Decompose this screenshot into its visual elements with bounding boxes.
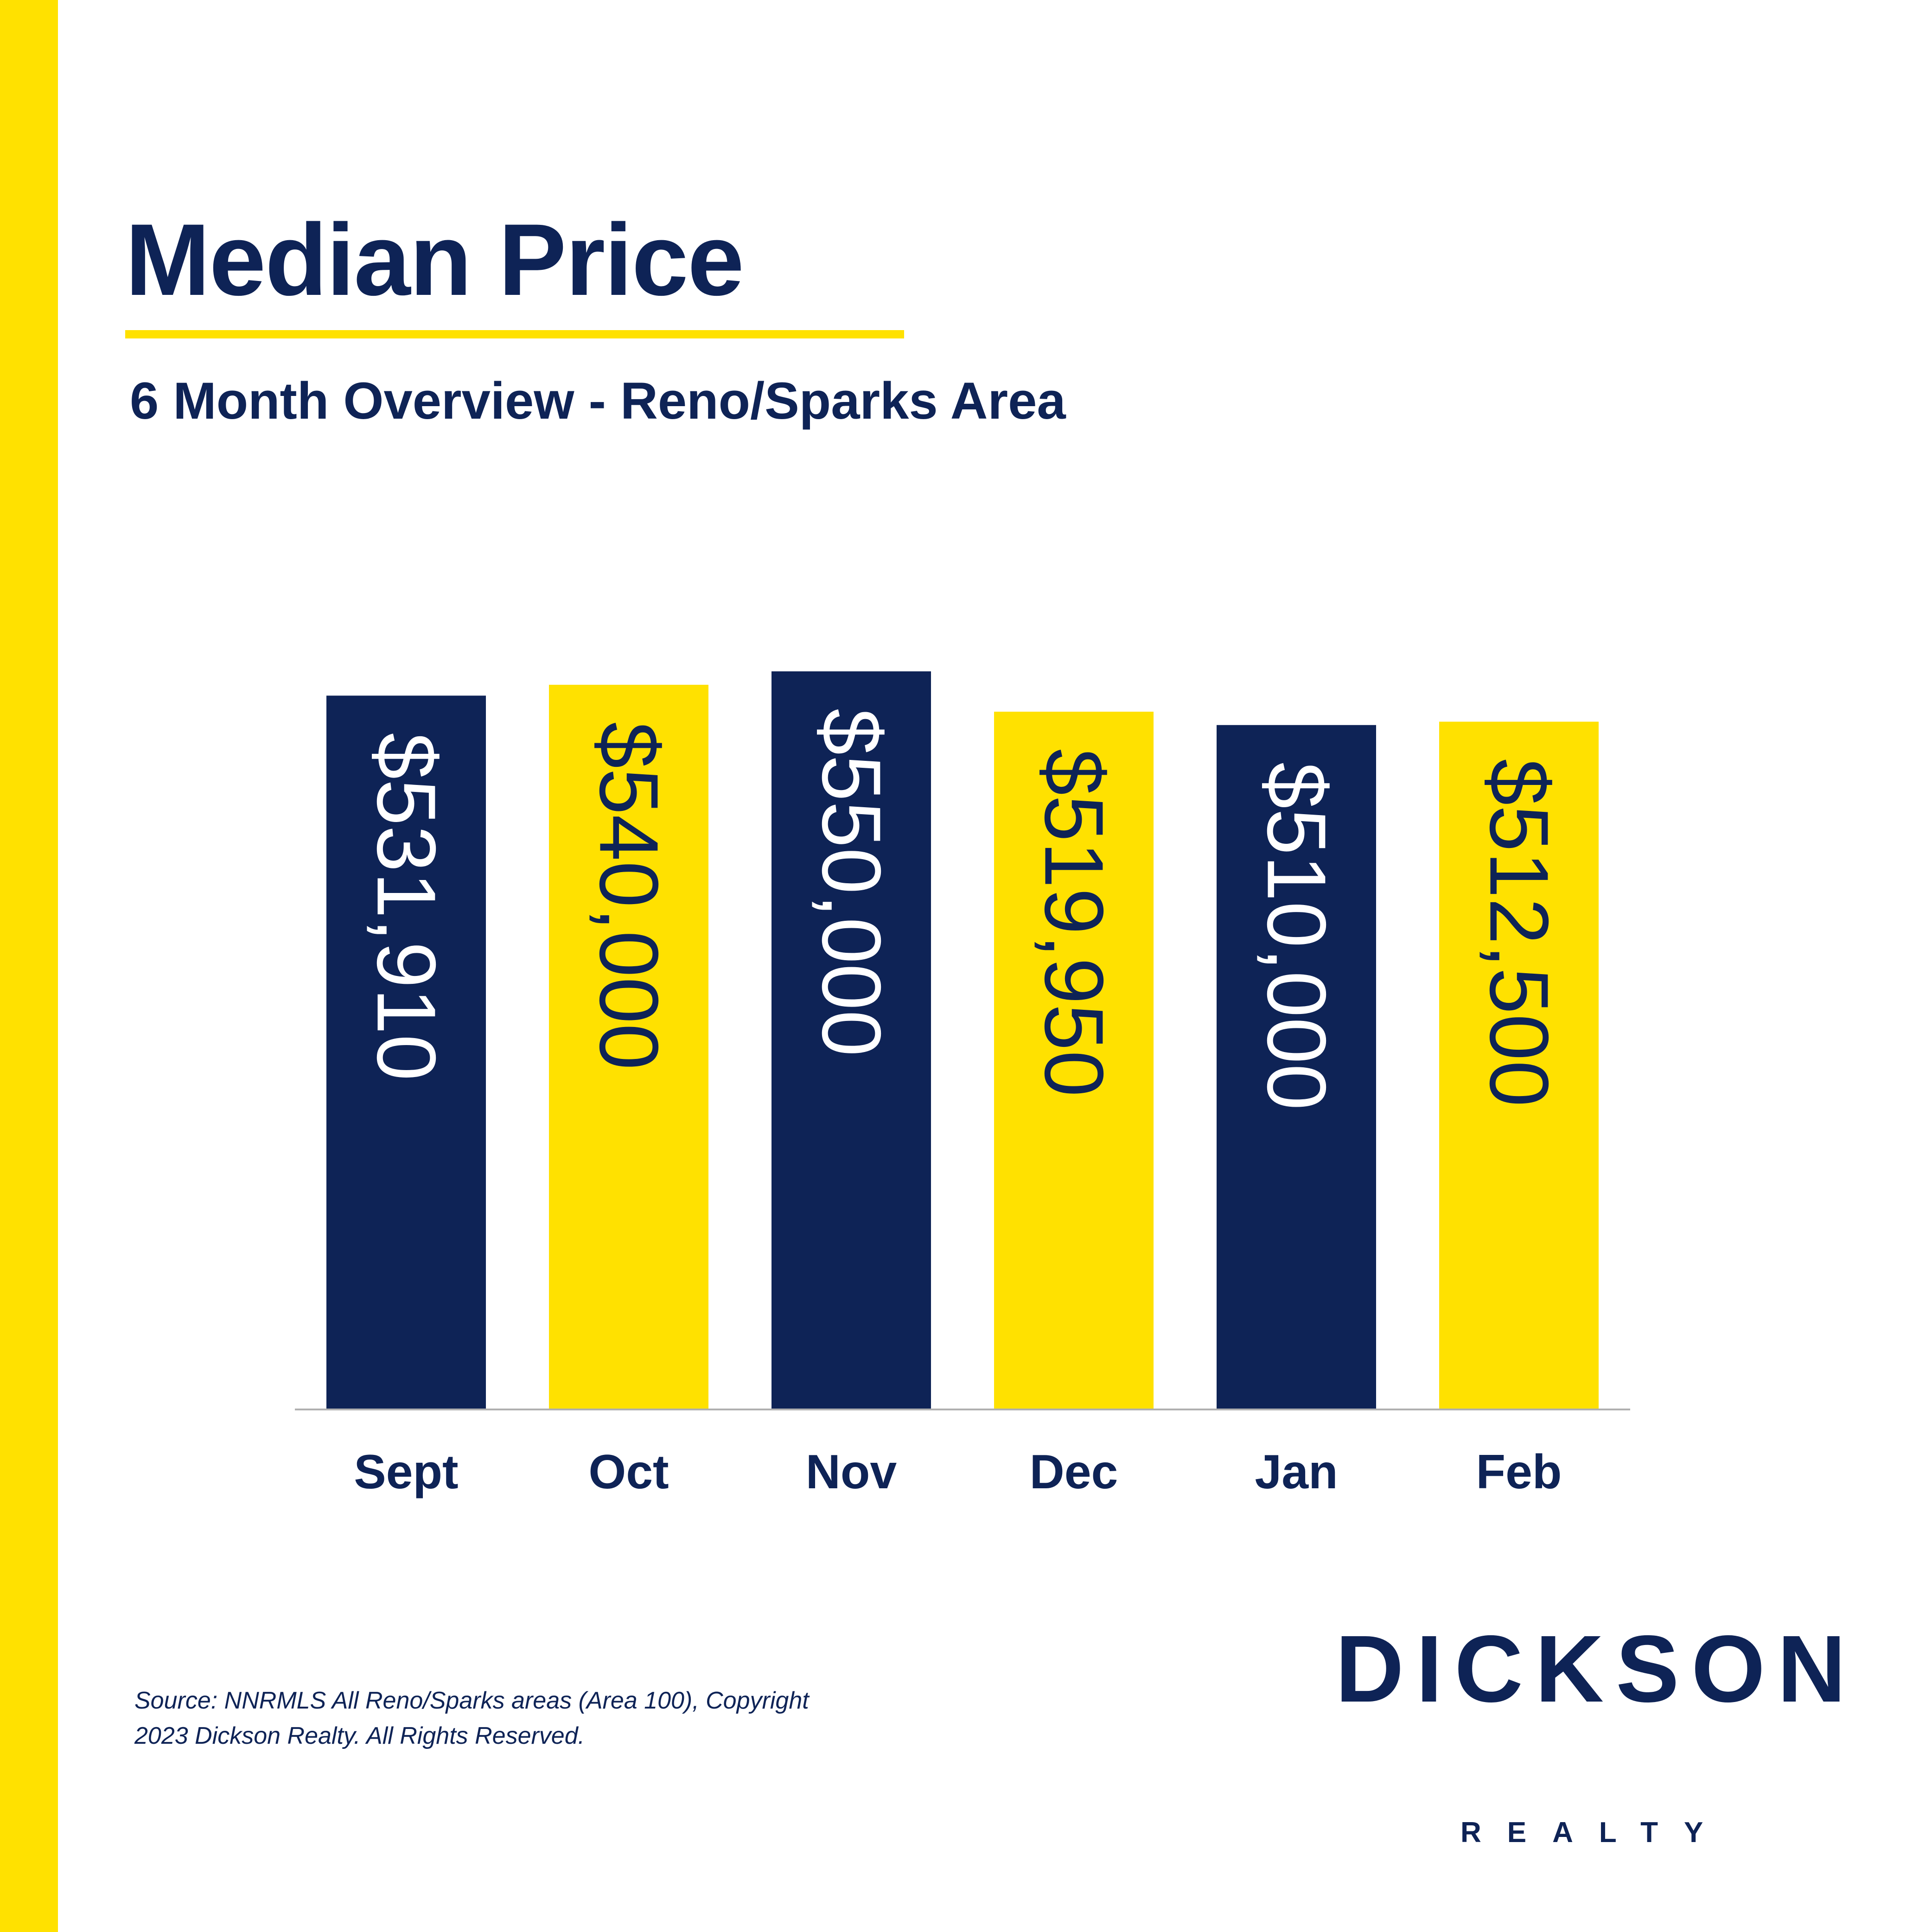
category-label-feb: Feb	[1476, 1445, 1562, 1499]
bar-nov	[772, 671, 931, 1409]
data-label-oct: $540,000	[582, 722, 676, 1070]
realty-logo-tagline: REALTY	[1460, 1817, 1729, 1849]
page-subtitle: 6 Month Overview - Reno/Sparks Area	[130, 372, 1066, 430]
category-label-dec: Dec	[1030, 1445, 1118, 1499]
category-label-sept: Sept	[354, 1445, 458, 1499]
data-label-nov: $550,000	[805, 708, 898, 1057]
bar-feb	[1439, 721, 1599, 1409]
source-line-1: Source: NNRMLS All Reno/Sparks areas (Ar…	[134, 1687, 809, 1714]
data-label-dec: $519,950	[1027, 749, 1121, 1097]
left-accent-stripe	[0, 0, 58, 1932]
category-label-jan: Jan	[1255, 1445, 1338, 1499]
data-label-sept: $531,910	[360, 733, 453, 1081]
page-title: Median Price	[125, 203, 744, 317]
source-line-2: 2023 Dickson Realty. All Rights Reserved…	[134, 1722, 585, 1749]
category-label-oct: Oct	[588, 1445, 669, 1499]
dickson-logo: DICKSON	[1335, 1616, 1858, 1722]
bars-group	[326, 671, 1599, 1409]
bar-dec	[994, 711, 1154, 1409]
bar-jan	[1217, 725, 1376, 1409]
title-underline	[125, 330, 904, 338]
labels-group: $531,910 Sept $540,000 Oct $550,000 Nov $519,9…	[354, 708, 1565, 1499]
category-label-nov: Nov	[806, 1445, 897, 1499]
bar-oct	[549, 684, 708, 1409]
data-label-feb: $512,500	[1473, 759, 1566, 1107]
bar-sept	[326, 695, 486, 1409]
data-label-jan: $510,000	[1250, 762, 1343, 1110]
source-note: Source: NNRMLS All Reno/Sparks areas (Ar…	[134, 1683, 969, 1753]
